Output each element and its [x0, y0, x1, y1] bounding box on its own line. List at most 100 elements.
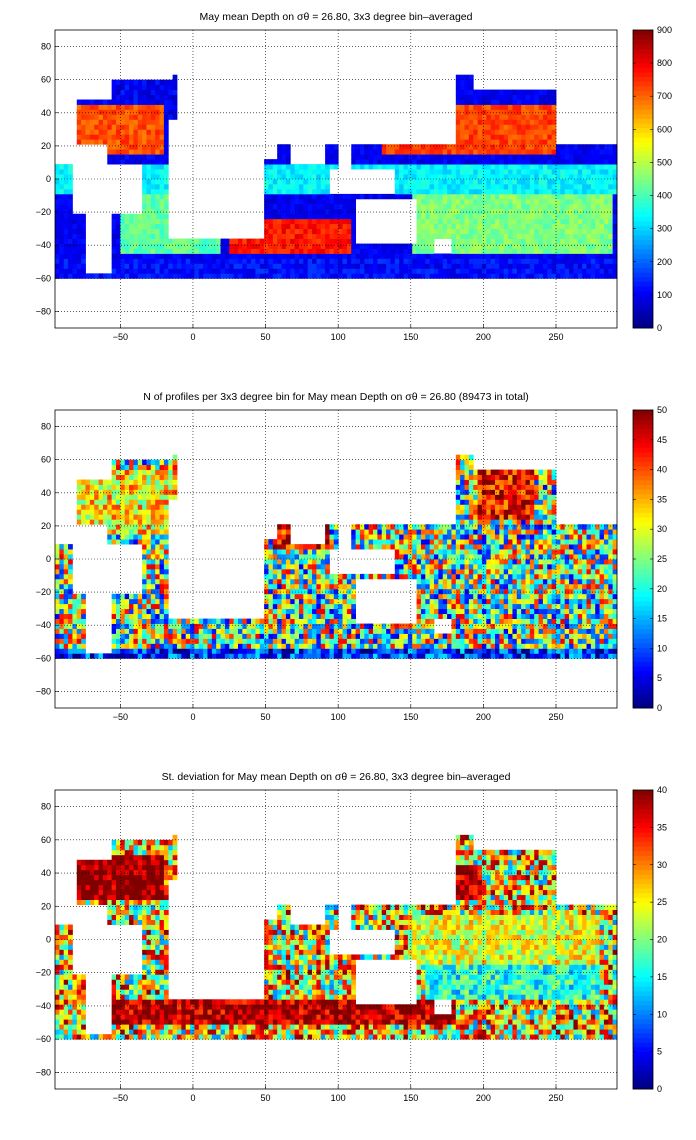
heatmap-cell: [120, 218, 126, 225]
heatmap-cell: [190, 238, 195, 244]
heatmap-cell: [150, 638, 156, 644]
heatmap-cell: [447, 573, 452, 580]
heatmap-cell: [272, 218, 278, 225]
heatmap-cell: [111, 104, 117, 110]
heatmap-cell: [603, 223, 609, 230]
heatmap-cell: [298, 238, 304, 244]
heatmap-cell: [316, 608, 322, 615]
heatmap-cell: [394, 174, 400, 180]
heatmap-cell: [503, 129, 509, 135]
heatmap-cell: [159, 159, 165, 165]
heatmap-cell: [416, 603, 422, 610]
heatmap-cell: [111, 474, 117, 480]
heatmap-cell: [373, 144, 378, 150]
heatmap-cell: [198, 643, 204, 649]
colorbar-frame: [632, 29, 654, 329]
heatmap-cell: [150, 94, 156, 100]
heatmap-cell: [155, 223, 160, 230]
heatmap-cell: [146, 534, 152, 540]
heatmap-cell: [420, 144, 426, 150]
heatmap-cell: [477, 208, 483, 215]
heatmap-cell: [495, 208, 500, 215]
heatmap-cell: [516, 154, 522, 160]
colorbar-tick-label: 100: [657, 290, 672, 300]
heatmap-cell: [211, 238, 217, 244]
heatmap-cell: [220, 263, 226, 269]
heatmap-cell: [146, 559, 152, 565]
heatmap-cell: [72, 623, 78, 629]
heatmap-cell: [246, 258, 252, 264]
heatmap-cell: [582, 203, 587, 210]
heatmap-cell: [320, 623, 326, 629]
heatmap-cell: [516, 99, 522, 105]
heatmap-cell: [59, 598, 65, 605]
heatmap-cell: [76, 479, 82, 485]
heatmap-cell: [259, 253, 265, 259]
heatmap-cell: [529, 159, 535, 165]
heatmap-cell: [442, 573, 448, 580]
heatmap-cell: [434, 588, 439, 595]
heatmap-cell: [163, 233, 169, 239]
heatmap-cell: [172, 469, 178, 475]
heatmap-cell: [386, 633, 391, 639]
heatmap-cell: [298, 228, 304, 235]
heatmap-cell: [468, 183, 474, 190]
heatmap-cell: [268, 183, 274, 190]
heatmap-cell: [495, 188, 500, 195]
heatmap-cell: [259, 643, 265, 649]
heatmap-cell: [416, 193, 422, 200]
heatmap-cell: [277, 203, 282, 210]
heatmap-cell: [55, 218, 60, 225]
heatmap-cell: [495, 94, 500, 100]
heatmap-cell: [298, 188, 304, 195]
heatmap-cell: [281, 164, 287, 170]
heatmap-cell: [242, 648, 248, 654]
heatmap-cell: [133, 539, 139, 545]
heatmap-cell: [303, 169, 309, 175]
heatmap-cell: [115, 653, 121, 659]
heatmap-cell: [59, 608, 65, 615]
heatmap-cell: [434, 529, 439, 535]
heatmap-cell: [233, 258, 239, 264]
heatmap-cell: [307, 208, 313, 215]
heatmap-cell: [55, 228, 60, 235]
heatmap-cell: [129, 243, 134, 249]
heatmap-cell: [547, 233, 553, 239]
heatmap-cell: [290, 258, 296, 264]
heatmap-cell: [447, 559, 452, 565]
heatmap-cell: [355, 573, 361, 580]
heatmap-cell: [595, 243, 600, 249]
heatmap-cell: [407, 164, 413, 170]
heatmap-cell: [163, 154, 169, 160]
heatmap-cell: [338, 248, 343, 254]
heatmap-cell: [538, 273, 544, 279]
heatmap-cell: [303, 628, 309, 634]
heatmap-cell: [242, 273, 248, 279]
heatmap-cell: [55, 633, 60, 639]
heatmap-cell: [325, 608, 330, 615]
heatmap-cell: [264, 643, 269, 649]
heatmap-cell: [342, 608, 348, 615]
heatmap-cell: [451, 608, 457, 615]
heatmap-cell: [407, 544, 413, 550]
heatmap-cell: [124, 84, 130, 90]
heatmap-cell: [346, 628, 352, 634]
heatmap-cell: [285, 193, 291, 200]
heatmap-cell: [290, 623, 296, 629]
heatmap-cell: [429, 588, 435, 595]
heatmap-cell: [420, 213, 426, 220]
heatmap-cell: [229, 268, 235, 274]
heatmap-cell: [268, 233, 274, 239]
heatmap-cell: [81, 608, 86, 615]
heatmap-cell: [55, 258, 60, 264]
heatmap-cell: [377, 248, 383, 254]
heatmap-cell: [538, 164, 544, 170]
heatmap-cell: [159, 484, 165, 490]
heatmap-cell: [124, 524, 130, 530]
heatmap-cell: [155, 188, 160, 195]
heatmap-cell: [55, 559, 60, 565]
heatmap-cell: [81, 499, 86, 505]
heatmap-cell: [416, 159, 422, 165]
heatmap-cell: [272, 183, 278, 190]
heatmap-cell: [486, 144, 492, 150]
